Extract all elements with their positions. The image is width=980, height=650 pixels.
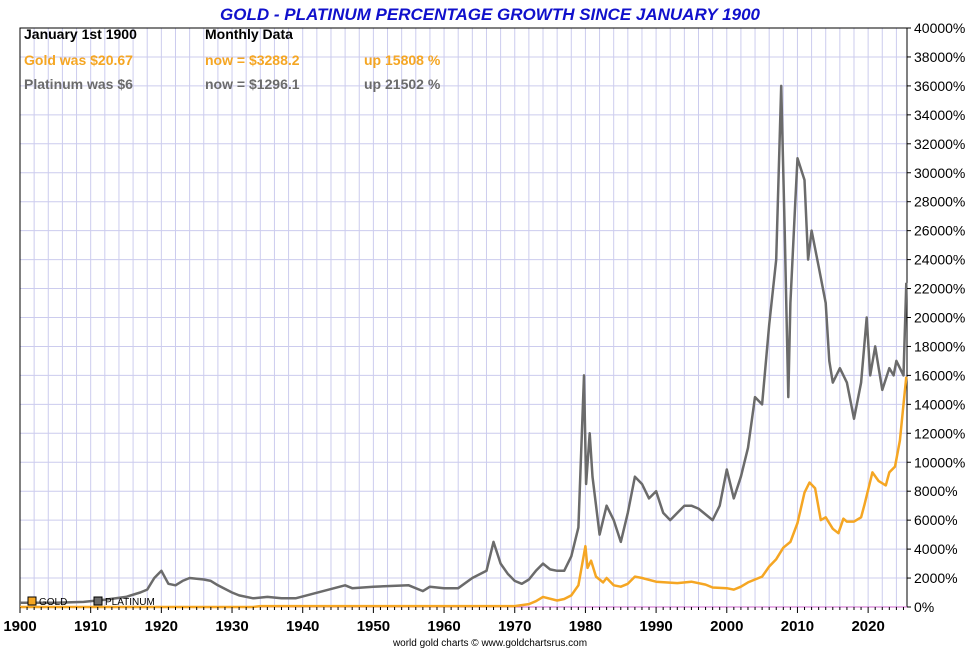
y-tick-label: 26000% <box>914 223 965 239</box>
legend-platinum-swatch <box>93 596 103 606</box>
legend: GOLD PLATINUM <box>27 596 155 608</box>
y-tick-label: 2000% <box>914 570 958 586</box>
y-tick-label: 30000% <box>914 165 965 181</box>
y-tick-label: 18000% <box>914 338 965 354</box>
x-tick-label: 1910 <box>74 618 107 635</box>
legend-gold-label: GOLD <box>39 597 67 608</box>
y-tick-label: 0% <box>914 599 934 615</box>
y-tick-label: 14000% <box>914 396 965 412</box>
grid <box>19 27 907 608</box>
y-tick-label: 36000% <box>914 78 965 94</box>
series-line-gold <box>20 376 908 609</box>
x-tick-label: 1960 <box>427 618 460 635</box>
y-tick-label: 8000% <box>914 483 958 499</box>
platinum-up-label: up 21502 % <box>364 76 441 92</box>
legend-gold-swatch <box>27 596 37 606</box>
gold-now-label: now = $3288.2 <box>205 52 300 68</box>
y-tick-label: 4000% <box>914 541 958 557</box>
y-tick-label: 10000% <box>914 454 965 470</box>
legend-platinum-label: PLATINUM <box>105 597 155 608</box>
y-tick-label: 40000% <box>914 20 965 36</box>
chart-title: GOLD - PLATINUM PERCENTAGE GROWTH SINCE … <box>220 5 761 24</box>
y-tick-label: 20000% <box>914 310 965 326</box>
header-date: January 1st 1900 <box>24 26 137 42</box>
y-tick-label: 34000% <box>914 107 965 123</box>
platinum-now-label: now = $1296.1 <box>205 76 300 92</box>
credit-footer: world gold charts © www.goldchartsrus.co… <box>392 638 587 649</box>
platinum-was-label: Platinum was $6 <box>24 76 133 92</box>
x-tick-label: 2010 <box>781 618 814 635</box>
x-tick-label: 1940 <box>286 618 319 635</box>
y-axis: 0% 2000% 4000% 6000% 8000% 10000% 12000% 14000%… <box>907 20 965 615</box>
x-tick-label: 1950 <box>357 618 390 635</box>
gold-was-label: Gold was $20.67 <box>24 52 133 68</box>
x-tick-label: 1920 <box>145 618 178 635</box>
x-tick-label: 1930 <box>215 618 248 635</box>
x-tick-label: 1990 <box>639 618 672 635</box>
x-axis: 1900 1910 1920 1930 1940 1950 1960 1970 1980 1990… <box>3 607 904 635</box>
y-tick-label: 28000% <box>914 194 965 210</box>
series-line-platinum <box>20 84 908 604</box>
x-tick-label: 2020 <box>851 618 884 635</box>
y-tick-label: 6000% <box>914 512 958 528</box>
x-tick-label: 1970 <box>498 618 531 635</box>
y-tick-label: 22000% <box>914 281 965 297</box>
gold-up-label: up 15808 % <box>364 52 441 68</box>
y-tick-label: 32000% <box>914 136 965 152</box>
series-layer <box>20 84 908 609</box>
x-tick-label: 2000 <box>710 618 743 635</box>
x-tick-label: 1900 <box>3 618 36 635</box>
header-frequency: Monthly Data <box>205 26 293 42</box>
y-tick-label: 12000% <box>914 425 965 441</box>
y-tick-label: 24000% <box>914 252 965 268</box>
y-tick-label: 16000% <box>914 367 965 383</box>
y-tick-label: 38000% <box>914 49 965 65</box>
x-tick-label: 1980 <box>569 618 602 635</box>
